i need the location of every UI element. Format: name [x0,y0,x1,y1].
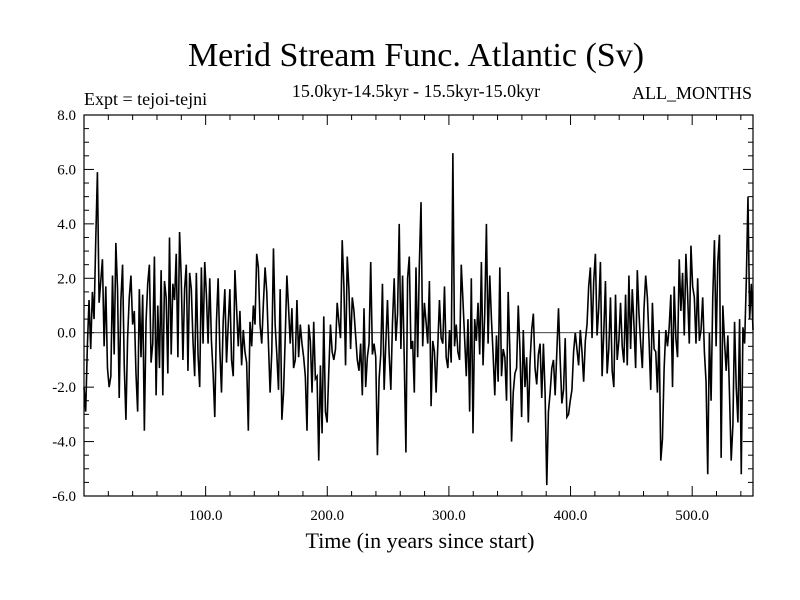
experiment-label: Expt = tejoi-tejni [84,89,208,109]
x-tick-label: 100.0 [189,508,223,524]
x-tick-label: 300.0 [432,508,466,524]
months-label: ALL_MONTHS [632,83,752,103]
x-tick-label: 500.0 [675,508,709,524]
y-tick-label: 2.0 [57,271,76,287]
y-tick-label: -6.0 [52,489,76,505]
y-tick-label: 4.0 [57,217,76,233]
chart-subtitle: 15.0kyr-14.5kyr - 15.5kyr-15.0kyr [291,81,541,101]
x-tick-label: 400.0 [554,508,588,524]
x-tick-label: 200.0 [310,508,344,524]
x-axis-label: Time (in years since start) [305,528,535,553]
y-tick-label: -2.0 [52,380,76,396]
y-tick-label: 8.0 [57,108,76,124]
y-tick-label: 0.0 [57,326,76,342]
series-line-1 [83,153,754,486]
y-tick-label: 6.0 [57,162,76,178]
chart-title: Merid Stream Func. Atlantic (Sv) [187,37,645,74]
series-layer [83,153,754,486]
axes-layer: 100.0 200.0 300.0 400.0 500.0 -6.0 -4.0 -2.0 0.0… [52,108,754,524]
y-tick-label: -4.0 [52,435,76,451]
